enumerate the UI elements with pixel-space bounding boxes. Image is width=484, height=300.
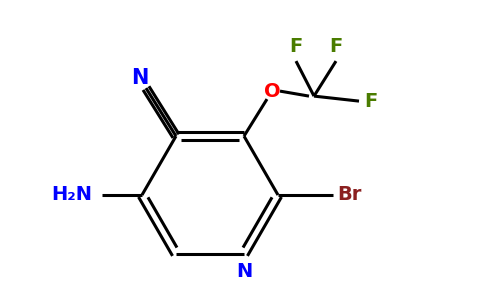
- Text: N: N: [131, 68, 148, 88]
- Text: F: F: [330, 37, 343, 56]
- Text: F: F: [364, 92, 377, 111]
- Text: O: O: [264, 82, 280, 100]
- Text: H₂N: H₂N: [51, 185, 92, 205]
- Text: F: F: [289, 37, 302, 56]
- Text: N: N: [236, 262, 252, 281]
- Text: Br: Br: [337, 185, 362, 205]
